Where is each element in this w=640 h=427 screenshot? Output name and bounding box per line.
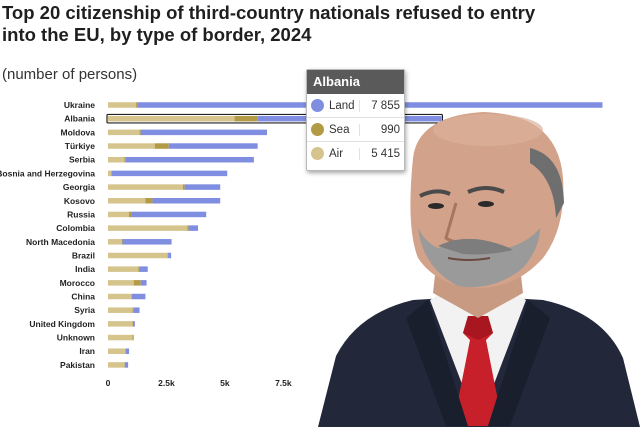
category-label: Brazil — [72, 250, 95, 260]
bar-sea[interactable] — [187, 225, 189, 231]
bar-air[interactable] — [108, 143, 155, 149]
category-label: Morocco — [60, 278, 95, 288]
tooltip-label: Sea — [329, 123, 350, 136]
bar-land[interactable] — [111, 170, 228, 177]
bar-air[interactable] — [108, 115, 235, 122]
bar-air[interactable] — [108, 211, 130, 218]
bar-sea[interactable] — [132, 321, 134, 327]
bar-land[interactable] — [139, 266, 148, 272]
category-label: Kosovo — [64, 196, 95, 206]
bar-air[interactable] — [108, 170, 112, 177]
bar-sea[interactable] — [125, 348, 127, 354]
tooltip-label: Land — [329, 99, 355, 112]
bar-sea[interactable] — [122, 239, 123, 245]
bar-air[interactable] — [108, 348, 126, 354]
bar-highlight — [106, 113, 443, 124]
bar-land[interactable] — [168, 143, 258, 149]
bar-air[interactable] — [108, 102, 137, 108]
bar-air[interactable] — [108, 362, 125, 368]
category-label: North Macedonia — [26, 237, 95, 247]
category-label: Ukraine — [64, 100, 95, 110]
bar-air[interactable] — [108, 156, 125, 163]
x-tick-label: 2.5k — [158, 378, 175, 388]
air-legend-dot — [311, 147, 324, 160]
tooltip-label: Air — [329, 147, 344, 160]
bar-air[interactable] — [108, 293, 132, 300]
bar-land[interactable] — [152, 198, 221, 204]
bar-land[interactable] — [124, 362, 129, 368]
bar-air[interactable] — [108, 307, 133, 313]
bar-sea[interactable] — [132, 307, 134, 313]
bar-air[interactable] — [108, 321, 133, 327]
bar-sea[interactable] — [132, 334, 134, 341]
bar-sea[interactable] — [129, 211, 132, 218]
category-label: Unknown — [57, 333, 95, 343]
bar-land[interactable] — [131, 211, 207, 218]
tooltip-row-sea: Sea 990 — [307, 118, 404, 142]
category-label: Colombia — [56, 223, 95, 233]
category-label: Albania — [64, 114, 95, 124]
x-tick-label: 5k — [220, 378, 230, 388]
x-tick-label: 7.5k — [275, 378, 292, 388]
tooltip-country: Albania — [307, 70, 404, 94]
bar-air[interactable] — [108, 225, 188, 231]
category-label: Türkiye — [65, 141, 96, 151]
bar-sea[interactable] — [136, 102, 138, 108]
bar-sea[interactable] — [124, 362, 125, 368]
category-label: India — [75, 264, 95, 274]
bar-sea[interactable] — [131, 293, 132, 300]
bar-sea[interactable] — [139, 129, 141, 136]
tooltip-row-land: Land 7 855 — [307, 94, 404, 118]
category-label: Syria — [74, 305, 95, 315]
person-photo — [318, 112, 640, 427]
bar-land[interactable] — [168, 252, 172, 259]
bar-land[interactable] — [140, 280, 147, 286]
bar-air[interactable] — [108, 129, 140, 136]
bar-sea[interactable] — [182, 184, 185, 190]
category-label: Georgia — [63, 182, 95, 192]
bar-air[interactable] — [108, 198, 146, 204]
category-label: Iran — [79, 346, 95, 356]
bar-air[interactable] — [108, 252, 168, 259]
bar-air[interactable] — [108, 239, 123, 245]
chart-subtitle: (number of persons) — [2, 66, 138, 83]
category-label: United Kingdom — [29, 319, 95, 329]
bar-land[interactable] — [125, 156, 254, 163]
bar-land[interactable] — [122, 239, 172, 245]
bar-sea[interactable] — [234, 115, 258, 122]
bar-land[interactable] — [133, 307, 140, 313]
tooltip-value: 990 — [359, 123, 400, 136]
bar-sea[interactable] — [154, 143, 169, 149]
category-label: China — [71, 292, 95, 302]
bar-sea[interactable] — [133, 280, 141, 286]
category-label: Serbia — [69, 155, 95, 165]
bar-land[interactable] — [126, 348, 130, 354]
land-legend-dot — [311, 99, 324, 112]
bar-air[interactable] — [108, 266, 139, 272]
category-label: Russia — [67, 209, 95, 219]
tooltip-row-air: Air 5 415 — [307, 142, 404, 165]
tooltip-value: 5 415 — [359, 147, 400, 160]
bar-air[interactable] — [108, 184, 183, 190]
bar-land[interactable] — [188, 225, 199, 231]
bar-land[interactable] — [131, 293, 146, 300]
bar-sea[interactable] — [167, 252, 169, 259]
bar-sea[interactable] — [138, 266, 140, 272]
bar-land[interactable] — [133, 334, 134, 341]
bar-sea[interactable] — [145, 198, 153, 204]
bar-air[interactable] — [108, 280, 134, 286]
bar-land[interactable] — [184, 184, 221, 190]
category-label: Pakistan — [60, 360, 95, 370]
albania-tooltip: Albania Land 7 855 Sea 990 Air 5 415 — [306, 69, 405, 171]
x-tick-label: 0 — [106, 378, 111, 388]
bar-sea[interactable] — [124, 156, 126, 163]
chart-title: Top 20 citizenship of third-country nati… — [2, 2, 536, 45]
bar-land[interactable] — [133, 321, 135, 327]
bar-air[interactable] — [108, 334, 133, 341]
sea-legend-dot — [311, 123, 324, 136]
bar-land[interactable] — [140, 129, 267, 136]
category-label: Bosnia and Herzegovina — [0, 168, 95, 178]
tooltip-value: 7 855 — [359, 99, 400, 112]
category-label: Moldova — [61, 127, 96, 137]
